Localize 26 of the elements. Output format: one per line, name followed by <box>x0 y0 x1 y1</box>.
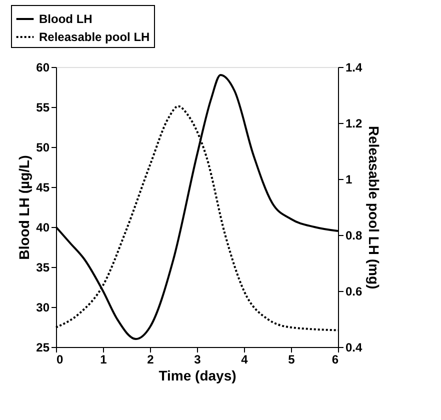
x-tick-label: 1 <box>100 352 108 366</box>
legend-label: Blood LH <box>39 12 92 26</box>
y2-tick-label: 1 <box>346 172 352 186</box>
x-tick-label: 0 <box>56 352 64 366</box>
y-tick-label: 35 <box>36 260 50 274</box>
x-tick-label: 5 <box>288 352 296 366</box>
y-tick-label: 60 <box>36 60 50 74</box>
y2-tick-label: 1.2 <box>346 116 363 130</box>
x-tick-label: 3 <box>194 352 202 366</box>
y-tick-label: 55 <box>36 100 50 114</box>
legend-label: Releasable pool LH <box>39 30 150 44</box>
y-tick-label: 30 <box>36 300 50 314</box>
y2-tick-label: 0.4 <box>346 340 363 354</box>
y-tick-label: 50 <box>36 140 50 154</box>
y2-axis-title: Releasable pool LH (mg) <box>366 126 382 290</box>
y2-tick-label: 0.6 <box>346 284 363 298</box>
x-axis-title: Time (days) <box>158 368 236 384</box>
y2-tick-label: 1.4 <box>346 60 363 74</box>
y-tick-label: 45 <box>36 180 50 194</box>
y2-tick-label: 0.8 <box>346 228 363 242</box>
x-tick-label: 4 <box>241 352 248 366</box>
x-tick-label: 2 <box>147 352 154 366</box>
y-tick-label: 25 <box>36 340 50 354</box>
x-tick-label: 6 <box>332 352 339 366</box>
y-tick-label: 40 <box>36 220 50 234</box>
y-axis-title: Blood LH (µg/L) <box>16 155 32 260</box>
